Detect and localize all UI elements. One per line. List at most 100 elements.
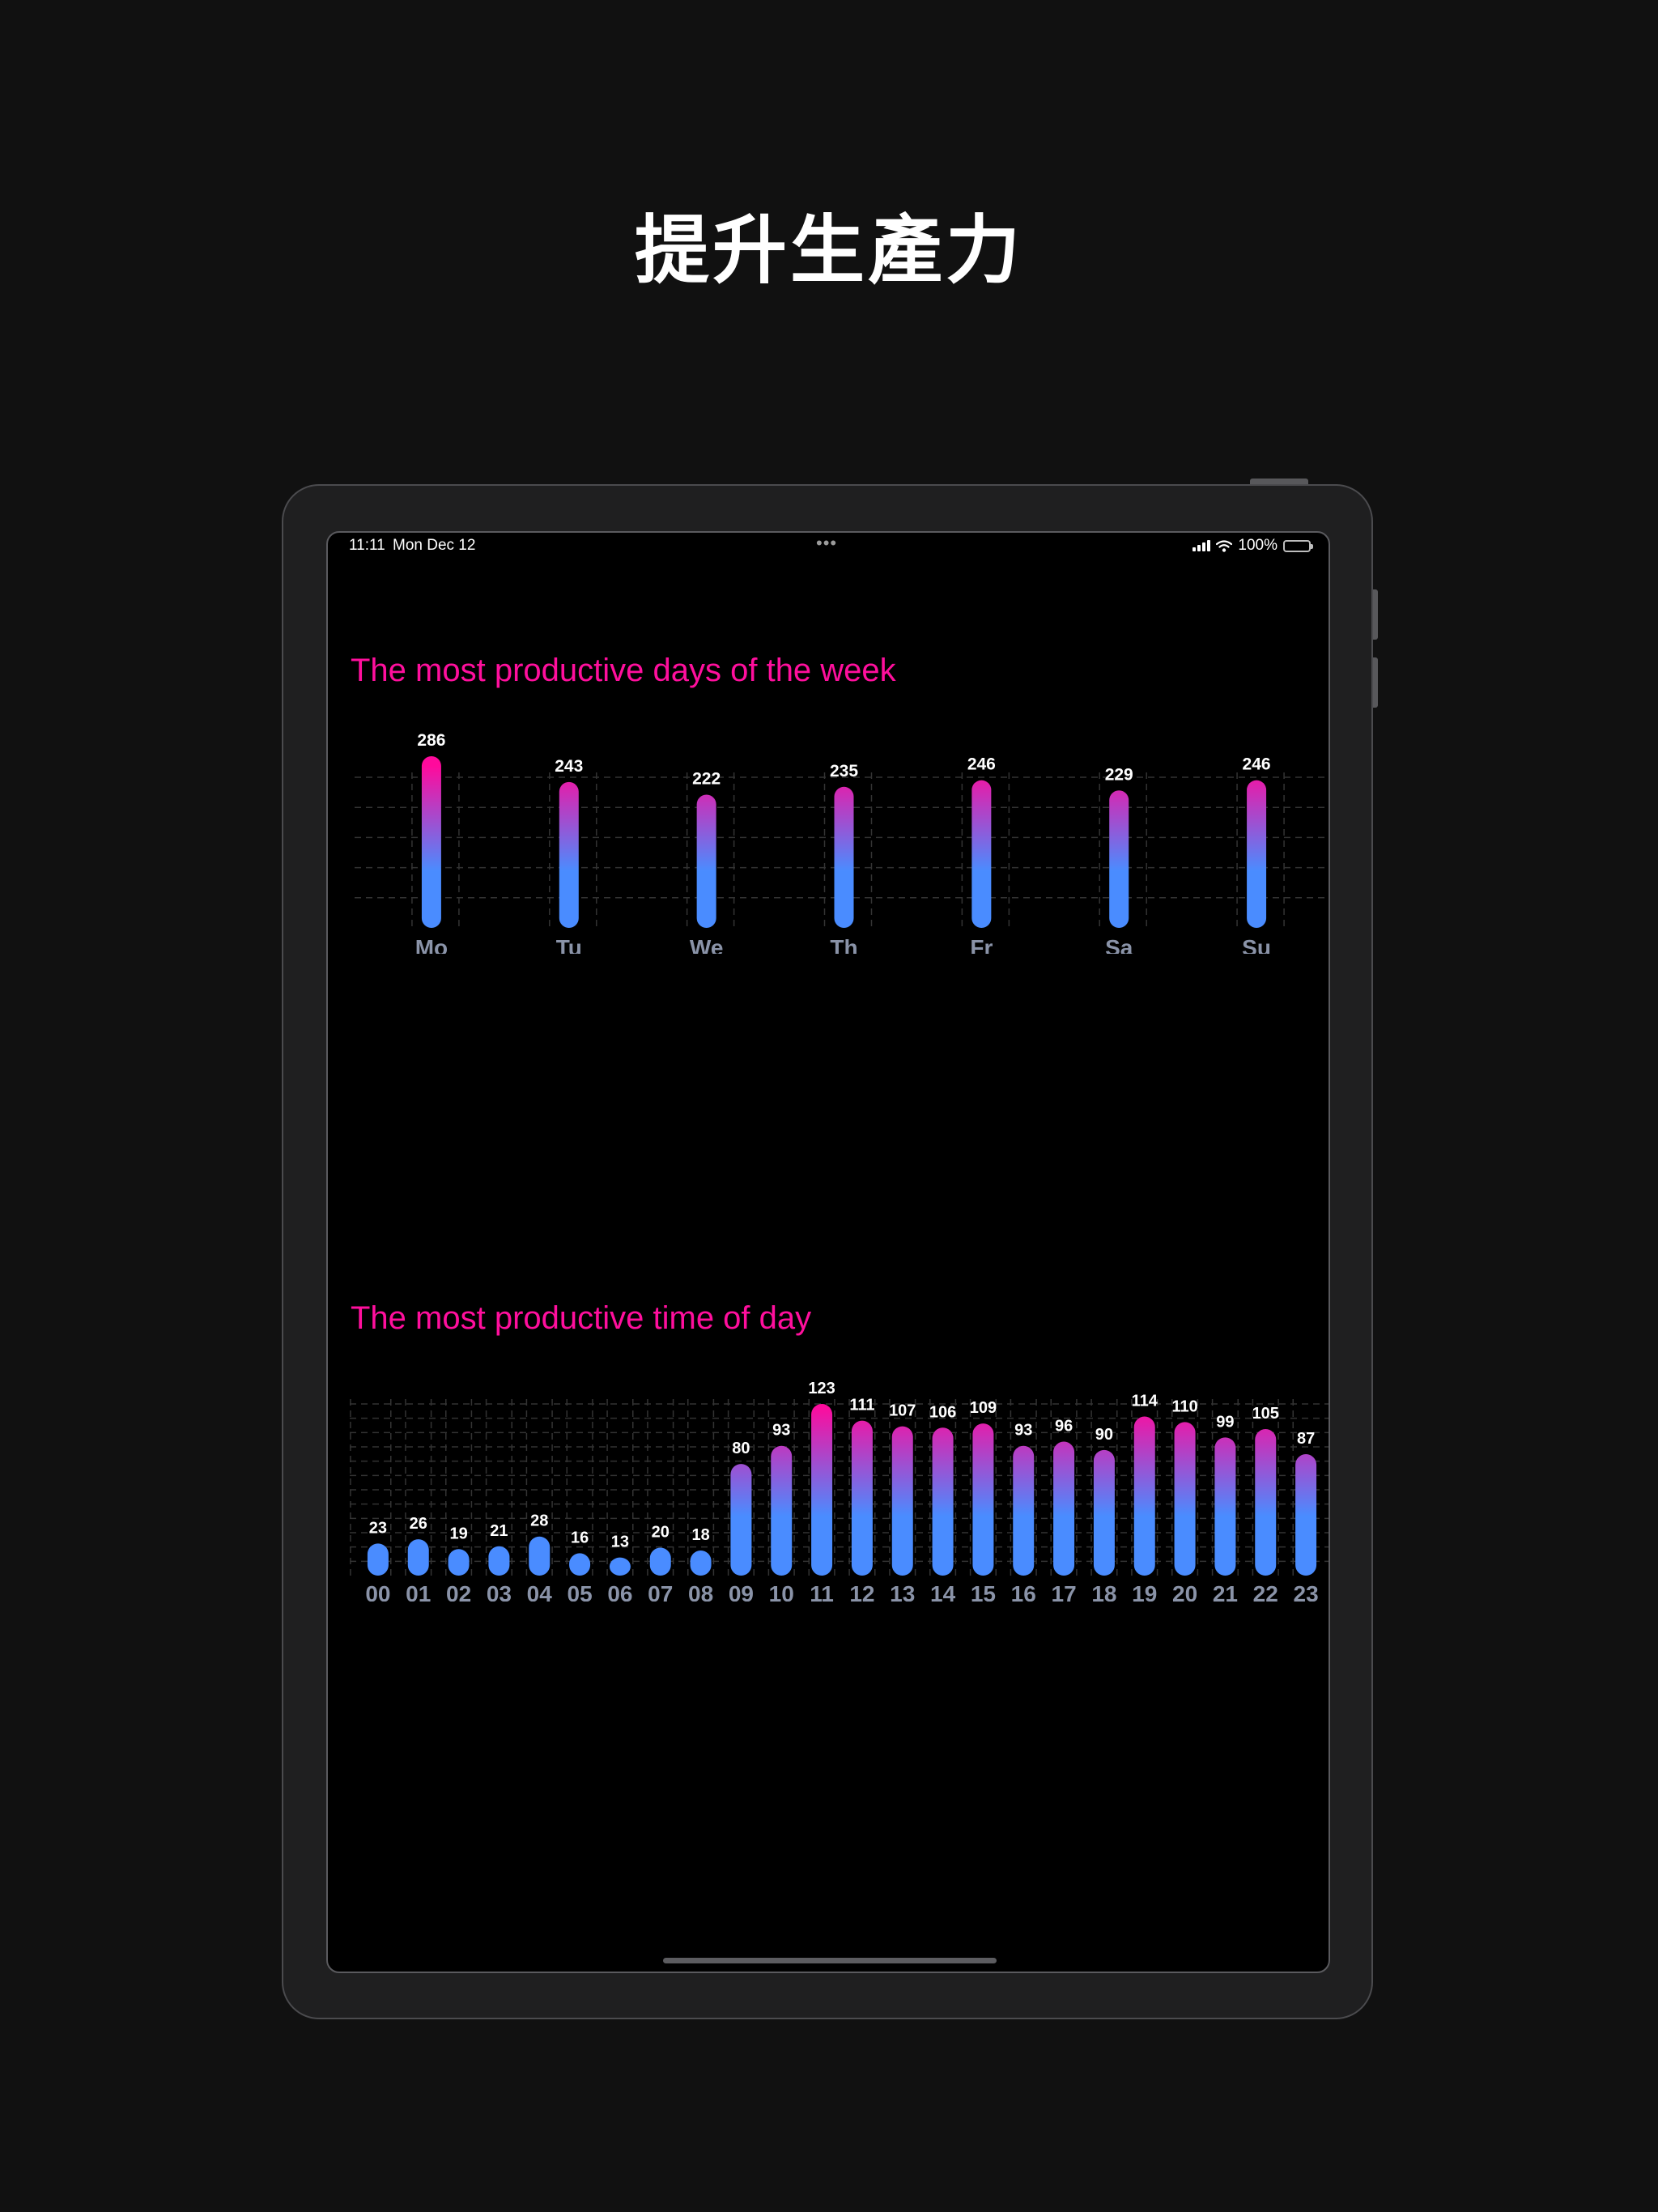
hour-bar [488, 1546, 510, 1576]
hour-data-label: 93 [1014, 1422, 1032, 1440]
hour-tick-label: 14 [930, 1581, 956, 1602]
hour-data-label: 28 [530, 1512, 548, 1530]
hour-bar [1214, 1437, 1236, 1576]
hour-data-label: 16 [571, 1529, 589, 1546]
hour-bar [1133, 1416, 1155, 1576]
hour-tick-label: 18 [1091, 1581, 1116, 1602]
hour-bar [771, 1445, 793, 1576]
hour-data-label: 13 [611, 1534, 629, 1551]
week-tick-label: Su [1242, 935, 1271, 954]
hour-data-label: 96 [1055, 1418, 1073, 1436]
hour-data-label: 107 [889, 1402, 916, 1420]
week-data-label: 229 [1105, 765, 1133, 784]
week-tick-label: Sa [1105, 935, 1133, 954]
week-bar [1109, 790, 1129, 928]
hour-tick-label: 02 [446, 1581, 471, 1602]
hour-data-label: 110 [1171, 1397, 1197, 1415]
hour-bar [1093, 1449, 1115, 1576]
headline: 提升生產力 [634, 207, 1023, 294]
weekly-bar-chart: 286 Mo 243 Tu 222 We 235 Th 246 Fr 229 Sa 246 Su [355, 731, 1329, 954]
week-bar [834, 786, 854, 928]
hour-bar [609, 1557, 631, 1576]
hour-tick-label: 23 [1294, 1581, 1319, 1602]
hour-tick-label: 04 [527, 1581, 553, 1602]
hour-tick-label: 10 [769, 1581, 794, 1602]
app-screen: 11:11 Mon Dec 12 ••• 100% The most produ… [326, 531, 1330, 1973]
hour-data-label: 21 [490, 1522, 508, 1540]
week-bar [559, 781, 579, 928]
hour-tick-label: 21 [1213, 1581, 1238, 1602]
hour-tick-label: 00 [365, 1581, 390, 1602]
status-date: Mon Dec 12 [393, 537, 476, 554]
hour-bar [972, 1423, 994, 1576]
hour-tick-label: 13 [890, 1581, 915, 1602]
hour-tick-label: 06 [607, 1581, 632, 1602]
hour-data-label: 80 [732, 1440, 750, 1457]
hour-bar [932, 1427, 954, 1576]
hour-bar [891, 1426, 913, 1576]
hour-data-label: 90 [1095, 1426, 1113, 1444]
hour-bar [448, 1549, 470, 1576]
hour-data-label: 109 [970, 1399, 997, 1417]
hour-bar [1295, 1454, 1317, 1576]
hour-data-label: 23 [369, 1519, 387, 1537]
status-time: 11:11 [349, 537, 385, 554]
hour-bar [851, 1420, 873, 1576]
hour-bar [649, 1547, 671, 1576]
wifi-icon [1216, 539, 1233, 552]
week-data-label: 243 [555, 757, 583, 776]
cellular-signal-icon [1192, 540, 1211, 551]
hour-data-label: 111 [849, 1397, 874, 1414]
hour-tick-label: 19 [1132, 1581, 1157, 1602]
hour-data-label: 18 [691, 1526, 709, 1544]
home-indicator [663, 1958, 997, 1963]
week-data-label: 246 [1243, 755, 1271, 774]
hour-tick-label: 12 [849, 1581, 874, 1602]
hour-tick-label: 01 [406, 1581, 431, 1602]
weekly-chart-title: The most productive days of the week [351, 653, 896, 688]
week-bar [421, 756, 441, 928]
hour-data-label: 87 [1297, 1430, 1315, 1448]
hour-data-label: 106 [929, 1403, 956, 1421]
hour-grid [350, 1399, 1329, 1576]
hour-tick-label: 09 [729, 1581, 754, 1602]
hour-tick-label: 17 [1052, 1581, 1077, 1602]
hour-tick-label: 08 [688, 1581, 713, 1602]
status-bar: 11:11 Mon Dec 12 ••• 100% [328, 533, 1329, 565]
hour-tick-label: 03 [487, 1581, 512, 1602]
battery-icon [1283, 539, 1313, 552]
hour-data-label: 114 [1132, 1393, 1158, 1410]
hour-bar [730, 1464, 752, 1576]
hour-data-label: 26 [410, 1515, 427, 1533]
week-tick-label: Tu [556, 935, 582, 954]
hour-bar [1255, 1429, 1277, 1576]
hour-bar [569, 1553, 591, 1576]
hour-bar [1174, 1422, 1196, 1576]
week-bar [696, 794, 716, 928]
hour-tick-label: 22 [1253, 1581, 1278, 1602]
hourly-bar-chart: 23 00 26 01 19 02 21 03 28 04 16 05 13 06 20 07 18 08 80 09… [350, 1380, 1329, 1602]
week-tick-label: Fr [970, 935, 993, 954]
hour-data-label: 93 [772, 1422, 790, 1440]
week-data-label: 222 [692, 769, 721, 788]
week-bar [971, 780, 992, 928]
week-tick-label: Th [830, 935, 857, 954]
week-bar [1247, 780, 1267, 928]
device-volume-up-button [1371, 589, 1378, 640]
hour-bar [811, 1404, 833, 1576]
hour-tick-label: 07 [648, 1581, 673, 1602]
battery-percentage: 100% [1238, 537, 1278, 554]
week-tick-label: Mo [415, 935, 448, 954]
hour-bar [1013, 1445, 1035, 1576]
hour-data-label: 19 [449, 1525, 467, 1542]
hour-tick-label: 16 [1011, 1581, 1036, 1602]
hour-data-label: 123 [808, 1380, 835, 1397]
hour-tick-label: 20 [1172, 1581, 1197, 1602]
week-data-label: 246 [967, 755, 996, 774]
week-data-label: 286 [417, 731, 445, 750]
hour-tick-label: 15 [971, 1581, 996, 1602]
week-tick-label: We [690, 935, 724, 954]
multitasking-dots-icon[interactable]: ••• [816, 533, 838, 553]
hour-bar [690, 1550, 712, 1576]
hour-tick-label: 05 [568, 1581, 593, 1602]
